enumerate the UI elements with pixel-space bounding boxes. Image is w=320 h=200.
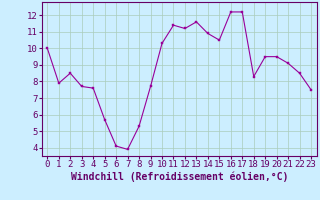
X-axis label: Windchill (Refroidissement éolien,°C): Windchill (Refroidissement éolien,°C) [70, 172, 288, 182]
